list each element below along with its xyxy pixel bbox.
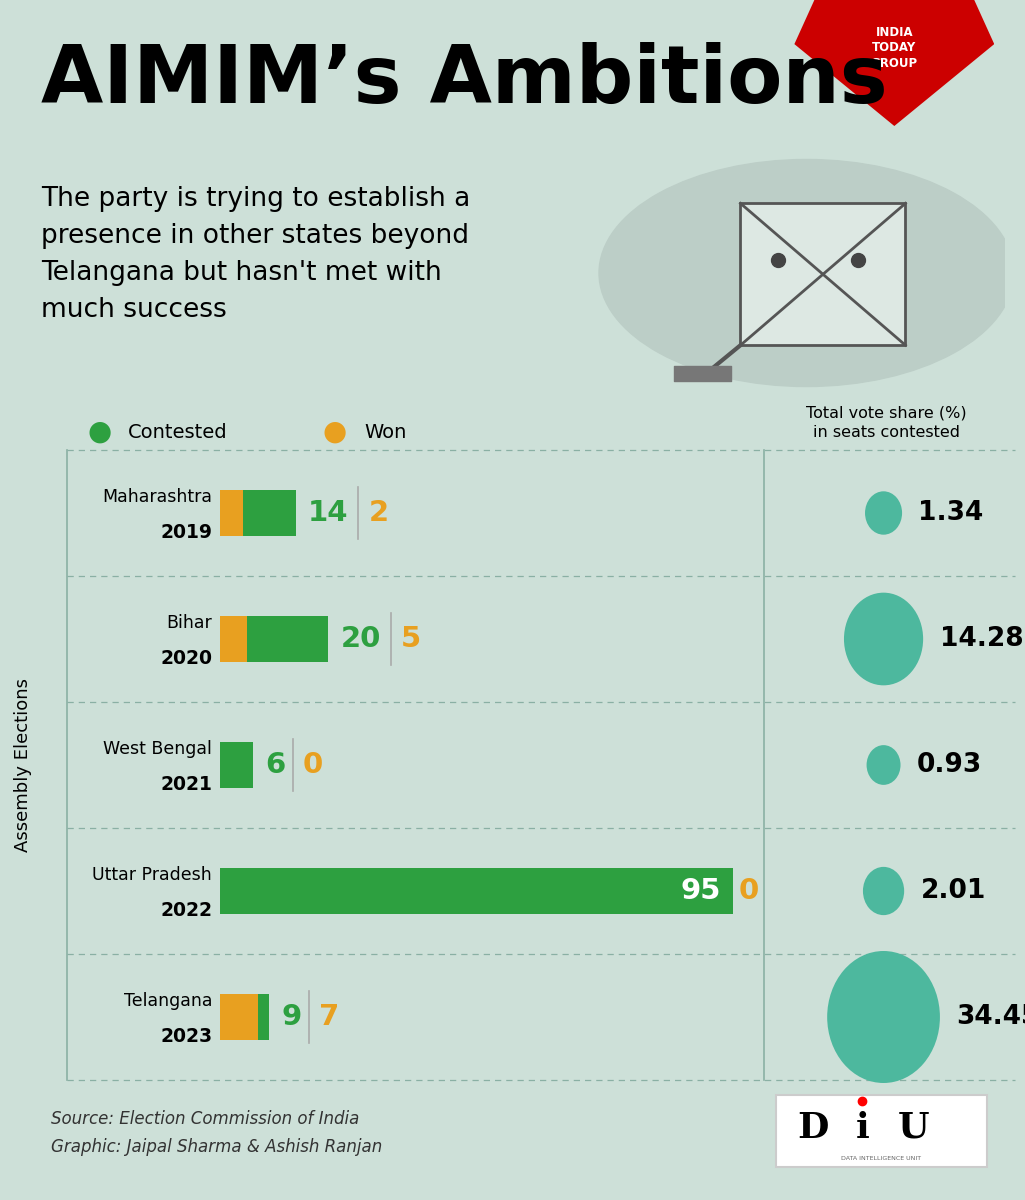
Text: 0.93: 0.93: [917, 752, 982, 778]
Text: Contested: Contested: [128, 422, 228, 442]
Text: 14.28: 14.28: [940, 626, 1023, 652]
Text: Uttar Pradesh: Uttar Pradesh: [92, 866, 212, 884]
Text: 9: 9: [281, 1003, 301, 1031]
FancyBboxPatch shape: [776, 1096, 987, 1166]
Polygon shape: [794, 0, 994, 126]
Text: West Bengal: West Bengal: [104, 740, 212, 758]
Text: 5: 5: [401, 625, 421, 653]
Text: ●: ●: [87, 418, 112, 446]
Text: 0: 0: [739, 877, 760, 905]
FancyBboxPatch shape: [740, 203, 905, 346]
Text: 1.34: 1.34: [918, 500, 984, 526]
Text: 2: 2: [369, 499, 388, 527]
Text: 20: 20: [340, 625, 381, 653]
Text: Won: Won: [364, 422, 406, 442]
Text: 2022: 2022: [160, 901, 212, 919]
Text: 6: 6: [265, 751, 285, 779]
Text: 34.45: 34.45: [956, 1004, 1025, 1030]
Text: 2023: 2023: [160, 1027, 212, 1045]
Text: Graphic: Jaipal Sharma & Ashish Ranjan: Graphic: Jaipal Sharma & Ashish Ranjan: [51, 1138, 382, 1156]
Text: 95: 95: [681, 877, 721, 905]
Text: 7: 7: [319, 1003, 339, 1031]
Text: Source: Election Commission of India: Source: Election Commission of India: [51, 1110, 360, 1128]
Text: ●: ●: [323, 418, 347, 446]
Text: INDIA
TODAY
GROUP: INDIA TODAY GROUP: [871, 26, 917, 70]
Text: 2021: 2021: [160, 775, 212, 793]
Text: Maharashtra: Maharashtra: [102, 488, 212, 506]
Text: Bihar: Bihar: [166, 614, 212, 632]
Text: 0: 0: [303, 751, 323, 779]
Text: Total vote share (%)
in seats contested: Total vote share (%) in seats contested: [807, 404, 967, 439]
Text: DATA INTELLIGENCE UNIT: DATA INTELLIGENCE UNIT: [842, 1156, 921, 1160]
Text: 2.01: 2.01: [920, 878, 986, 904]
Circle shape: [599, 160, 1014, 386]
Text: i: i: [855, 1111, 869, 1145]
Text: Telangana: Telangana: [124, 992, 212, 1010]
Text: 2020: 2020: [160, 649, 212, 667]
Text: The party is trying to establish a
presence in other states beyond
Telangana but: The party is trying to establish a prese…: [41, 186, 470, 323]
Text: AIMIM’s Ambitions: AIMIM’s Ambitions: [41, 42, 888, 120]
Text: 2019: 2019: [160, 523, 212, 541]
Text: U: U: [898, 1111, 930, 1145]
Text: Assembly Elections: Assembly Elections: [13, 678, 32, 852]
Text: D: D: [796, 1111, 828, 1145]
Text: 14: 14: [309, 499, 348, 527]
